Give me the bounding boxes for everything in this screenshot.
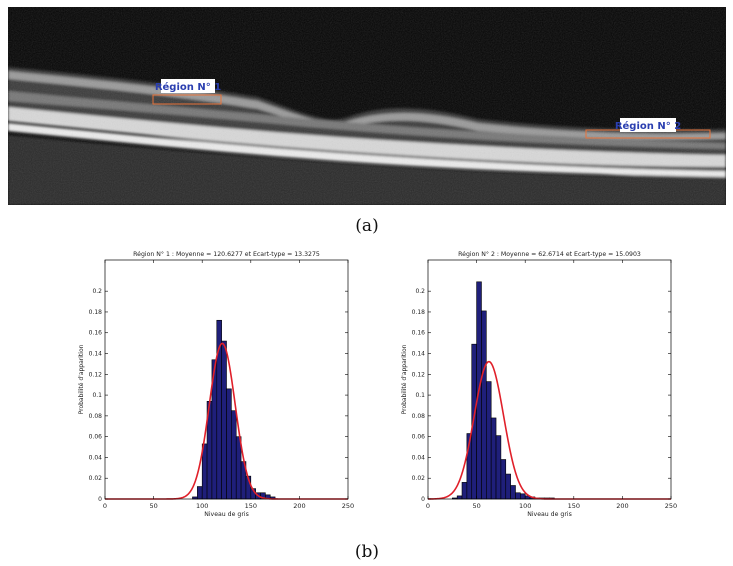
caption-a: (a)	[355, 216, 379, 236]
x-tick-label: 0	[103, 502, 107, 510]
histogram-bar	[500, 459, 507, 500]
x-tick-label: 150	[245, 502, 257, 510]
y-tick-label: 0	[421, 496, 425, 503]
y-tick-label: 0.12	[412, 371, 426, 378]
histogram-bar	[235, 436, 242, 500]
y-axis-label: Probabilité d'apparition	[401, 344, 408, 414]
histogram-bar	[481, 310, 487, 500]
chart-title: Région N° 1 : Moyenne = 120.6277 et Ecar…	[133, 250, 320, 258]
gaussian-fit-curve	[427, 360, 671, 500]
y-tick-label: 0.02	[89, 475, 103, 482]
x-tick-label: 250	[342, 502, 354, 510]
y-tick-label: 0.04	[89, 454, 103, 461]
y-tick-label: 0.18	[412, 309, 426, 316]
chart-title: Région N° 2 : Moyenne = 62.6714 et Ecart…	[458, 250, 641, 258]
y-axis-label: Probabilité d'apparition	[78, 344, 85, 414]
y-tick-label: 0	[98, 496, 102, 503]
oct-scan-image: Région N° 1 Région N° 2	[8, 7, 726, 205]
y-tick-label: 0.02	[412, 475, 426, 482]
histogram-bar	[515, 492, 521, 500]
histogram-bar	[486, 381, 492, 500]
x-tick-label: 50	[149, 502, 157, 510]
region-2-label-bg	[620, 118, 676, 132]
x-tick-label: 200	[616, 502, 628, 510]
caption-b: (b)	[354, 542, 380, 562]
y-tick-label: 0.2	[92, 288, 102, 295]
histogram-bar	[456, 495, 463, 500]
y-tick-label: 0.1	[92, 392, 102, 399]
x-tick-label: 100	[519, 502, 531, 510]
plot-frame	[104, 259, 349, 500]
y-tick-label: 0.04	[412, 454, 426, 461]
histogram-bar	[510, 485, 516, 500]
x-tick-label: 50	[472, 502, 480, 510]
histogram-bar	[197, 486, 203, 500]
y-tick-label: 0.14	[412, 351, 426, 358]
region-1-label: Région N° 1	[155, 81, 221, 93]
x-tick-label: 250	[665, 502, 677, 510]
plot-frame	[427, 259, 672, 500]
x-axis-label: Niveau de gris	[527, 511, 572, 518]
y-tick-label: 0.2	[415, 288, 425, 295]
x-tick-label: 0	[426, 502, 430, 510]
histogram-bar	[505, 473, 511, 500]
y-tick-label: 0.12	[89, 371, 103, 378]
x-tick-label: 150	[568, 502, 580, 510]
histogram-bar	[231, 410, 237, 500]
y-tick-label: 0.1	[415, 392, 425, 399]
histogram-bar	[226, 388, 232, 500]
y-tick-label: 0.16	[412, 330, 426, 337]
y-tick-label: 0.06	[89, 434, 103, 441]
region-2-label: Région N° 2	[615, 120, 681, 132]
y-tick-label: 0.08	[412, 413, 426, 420]
histogram-bar	[490, 417, 497, 500]
region-1-box	[152, 94, 222, 105]
region-1-label-bg	[161, 79, 215, 93]
y-tick-label: 0.08	[89, 413, 103, 420]
histogram-charts: Région N° 1 : Moyenne = 120.6277 et Ecar…	[78, 250, 677, 518]
histogram-bar	[221, 340, 227, 500]
y-tick-label: 0.14	[89, 351, 103, 358]
x-axis-label: Niveau de gris	[204, 511, 249, 518]
x-tick-label: 200	[293, 502, 305, 510]
histogram-bar	[495, 435, 502, 500]
y-tick-label: 0.16	[89, 330, 103, 337]
y-tick-label: 0.06	[412, 434, 426, 441]
histogram-bar	[520, 493, 526, 500]
histogram-bar	[461, 482, 468, 500]
y-tick-label: 0.18	[89, 309, 103, 316]
x-tick-label: 100	[196, 502, 208, 510]
